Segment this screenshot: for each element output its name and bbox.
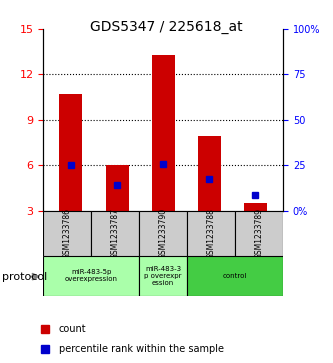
Bar xyxy=(139,256,187,296)
Bar xyxy=(43,211,91,256)
Text: miR-483-5p
overexpression: miR-483-5p overexpression xyxy=(65,269,118,282)
Text: GSM1233789: GSM1233789 xyxy=(254,208,264,259)
Text: GSM1233787: GSM1233787 xyxy=(111,208,120,259)
Text: control: control xyxy=(223,273,247,279)
Bar xyxy=(43,256,139,296)
Bar xyxy=(152,55,175,211)
Bar xyxy=(187,211,235,256)
Bar xyxy=(139,211,187,256)
Text: GSM1233788: GSM1233788 xyxy=(206,208,216,259)
Text: count: count xyxy=(59,325,86,334)
Text: GDS5347 / 225618_at: GDS5347 / 225618_at xyxy=(90,20,243,34)
Text: percentile rank within the sample: percentile rank within the sample xyxy=(59,344,224,354)
Text: GSM1233790: GSM1233790 xyxy=(159,208,168,259)
Bar xyxy=(91,211,139,256)
Text: miR-483-3
p overexpr
ession: miR-483-3 p overexpr ession xyxy=(145,266,182,286)
Bar xyxy=(106,165,129,211)
Bar xyxy=(198,136,221,211)
Bar xyxy=(235,211,283,256)
Bar xyxy=(187,256,283,296)
Bar xyxy=(244,203,267,211)
Text: protocol: protocol xyxy=(2,272,47,282)
Text: GSM1233786: GSM1233786 xyxy=(63,208,72,259)
Bar xyxy=(59,94,83,211)
